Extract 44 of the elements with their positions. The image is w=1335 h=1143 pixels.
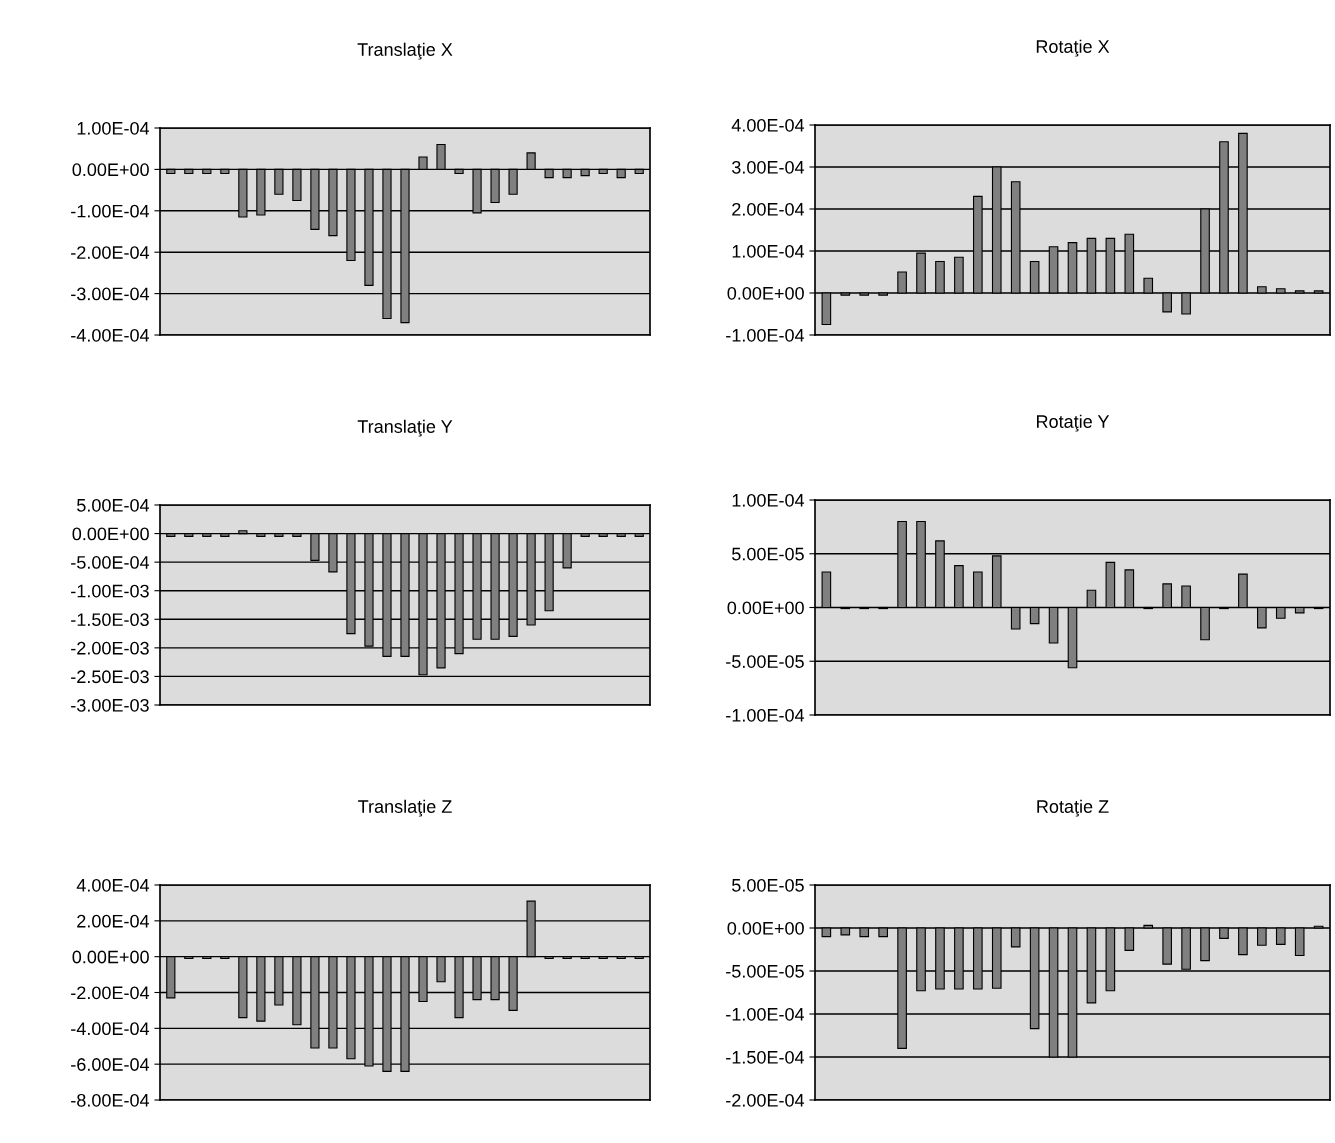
y-tick-label: 0.00E+00 (72, 163, 149, 177)
chart-title: Rotaţie Y (1037, 414, 1110, 432)
y-tick-label: 5.00E-05 (732, 547, 804, 561)
y-tick-label: 5.00E-04 (77, 498, 150, 512)
y-tick-label: 1.00E-04 (732, 493, 805, 507)
y-tick-label: -4.00E-04 (71, 328, 150, 342)
y-tick-label: -6.00E-04 (71, 1058, 150, 1071)
y-tick-label: -2.00E-04 (71, 246, 150, 259)
y-tick-label: 0.00E+00 (72, 527, 149, 541)
y-tick-label: 4.00E-04 (76, 878, 150, 892)
y-tick-label: 1.00E-04 (732, 244, 805, 258)
y-tick-label: 2.00E-04 (732, 202, 805, 216)
y-tick-label: -1.00E-04 (726, 1007, 805, 1021)
y-tick-label: -3.00E-04 (71, 287, 150, 301)
y-tick-label: -5.00E-05 (726, 964, 804, 978)
chart-title: Rotaţie X (1036, 39, 1110, 57)
y-tick-label: -2.00E-04 (71, 986, 150, 1000)
y-tick-label: 1.00E-04 (77, 121, 150, 135)
y-tick-label: -1.50E-04 (726, 1050, 805, 1064)
y-tick-label: -8.00E-04 (71, 1093, 150, 1107)
y-tick-label: 2.00E-04 (77, 914, 150, 928)
y-tick-label: -1.00E-03 (71, 584, 149, 598)
y-tick-label: 4.00E-04 (731, 118, 805, 132)
y-tick-label: 0.00E+00 (727, 921, 804, 935)
chart-title: Rotaţie Z (1037, 799, 1109, 817)
y-tick-label: -5.00E-04 (71, 556, 150, 569)
y-tick-label: -1.00E-04 (726, 708, 805, 722)
y-tick-label: 3.00E-04 (732, 160, 805, 174)
y-tick-label: -5.00E-05 (726, 655, 804, 668)
chart-title: Translaţie Y (357, 419, 453, 437)
y-tick-label: -2.50E-03 (71, 670, 149, 684)
y-tick-label: 0.00E+00 (72, 950, 149, 964)
y-tick-label: -3.00E-03 (71, 698, 149, 712)
y-tick-label: -2.00E-03 (71, 641, 149, 655)
y-tick-label: -4.00E-04 (71, 1022, 150, 1036)
y-tick-label: -1.50E-03 (71, 613, 149, 627)
y-tick-label: 0.00E+00 (727, 286, 804, 300)
chart-title: Translaţie Z (358, 799, 452, 817)
y-tick-label: -1.00E-04 (726, 328, 805, 342)
y-tick-label: 5.00E-05 (732, 878, 804, 892)
y-tick-label: -2.00E-04 (726, 1093, 805, 1107)
y-tick-label: -1.00E-04 (71, 204, 150, 218)
y-tick-label: 0.00E+00 (727, 601, 804, 615)
chart-title: Translaţie X (357, 42, 453, 60)
